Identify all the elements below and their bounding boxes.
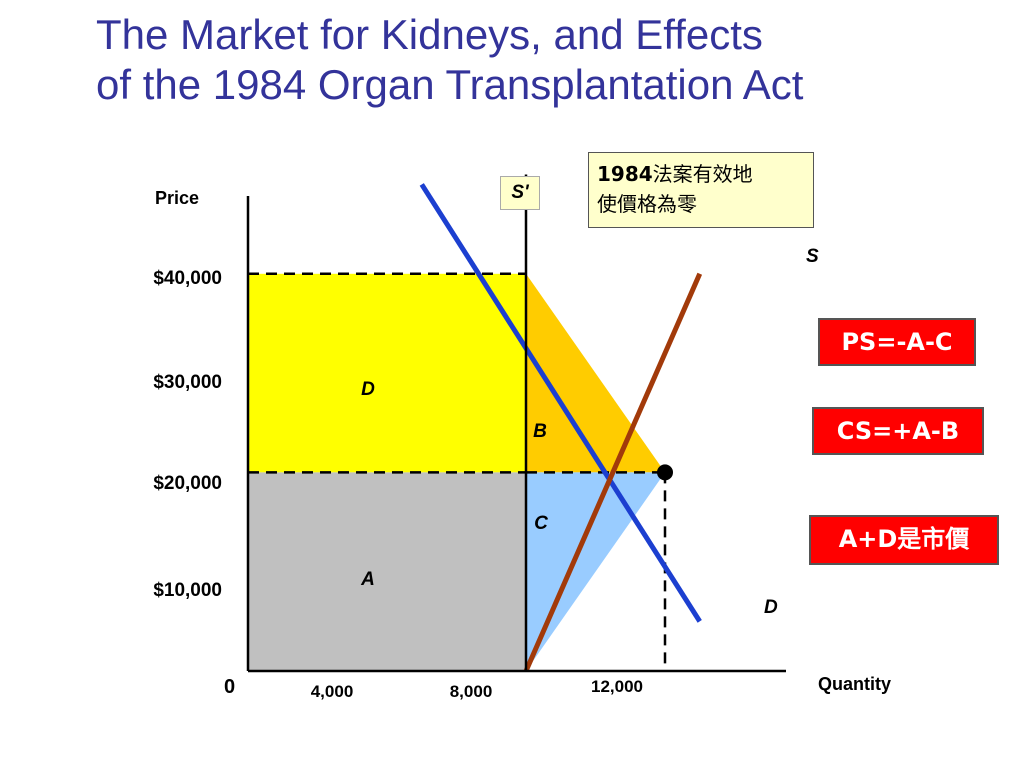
- y-tick-label-30000: $30,000: [153, 372, 222, 393]
- y-tick-label-10000: $10,000: [153, 580, 222, 601]
- page-title: The Market for Kidneys, and Effects of t…: [96, 10, 803, 110]
- x-axis-label: Quantity: [818, 674, 892, 694]
- demand-curve-label: D: [764, 597, 778, 618]
- x-tick-label-8000: 8,000: [449, 682, 493, 701]
- s-prime-label: S': [500, 176, 540, 210]
- area-d: [248, 273, 526, 473]
- ps-box: PS=-A-C: [818, 318, 976, 366]
- title-line-2: of the 1984 Organ Transplantation Act: [96, 61, 804, 108]
- area-label-d: D: [361, 379, 375, 400]
- y-tick-label-40000: $40,000: [153, 268, 222, 289]
- x-tick-label-4000: 4,000: [310, 682, 354, 701]
- y-tick-label-20000: $20,000: [153, 473, 222, 494]
- origin-label: 0: [224, 676, 236, 698]
- area-label-a: A: [361, 569, 375, 590]
- supply-curve: [523, 272, 703, 673]
- title-line-1: The Market for Kidneys, and Effects: [96, 11, 763, 58]
- area-a: [248, 472, 526, 671]
- area-label-b: B: [533, 421, 547, 442]
- x-tick-label-12000: 12,000: [591, 677, 643, 696]
- cs-box: CS=+A-B: [812, 407, 984, 455]
- note-line-2: 使價格為零: [597, 192, 697, 216]
- note-year: 1984: [597, 162, 653, 186]
- equilibrium-point: [657, 464, 673, 481]
- area-c: [526, 472, 665, 671]
- area-label-c: C: [534, 513, 548, 534]
- area-b: [526, 273, 665, 473]
- note-line-1: 法案有效地: [652, 162, 753, 186]
- demand-curve: [419, 183, 702, 623]
- note-box: 1984法案有效地 使價格為零: [588, 152, 814, 228]
- ad-box: A+D是市價: [809, 515, 999, 565]
- y-axis-label: Price: [155, 188, 200, 208]
- supply-curve-label: S: [806, 246, 819, 267]
